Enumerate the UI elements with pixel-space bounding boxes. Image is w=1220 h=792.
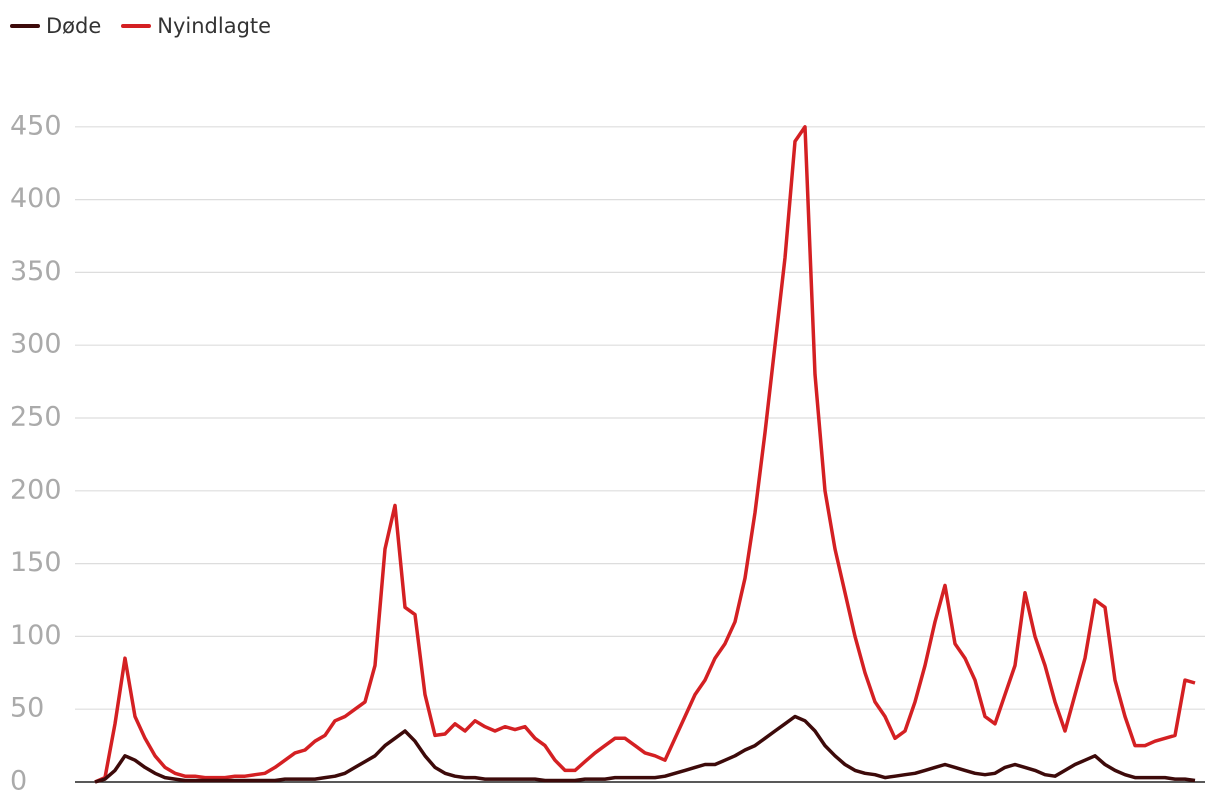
legend-label: Døde [46, 14, 102, 38]
legend-item: Nyindlagte [121, 14, 271, 38]
legend: Døde Nyindlagte [10, 14, 271, 38]
legend-swatch [121, 24, 152, 28]
line-series [94, 714, 1196, 784]
y-tick-label: 100 [10, 620, 62, 651]
y-tick-label: 0 [10, 766, 27, 792]
y-tick-label: 150 [10, 547, 62, 578]
y-tick-label: 300 [10, 329, 62, 360]
y-tick-label: 400 [10, 183, 62, 214]
legend-swatch [10, 24, 40, 28]
y-tick-label: 450 [10, 110, 62, 141]
legend-label: Nyindlagte [157, 14, 272, 38]
y-tick-label: 50 [10, 693, 44, 724]
y-tick-label: 350 [10, 256, 62, 287]
y-tick-label: 200 [10, 474, 62, 505]
legend-item: Døde [10, 14, 101, 38]
y-tick-label: 250 [10, 402, 62, 433]
line-series [94, 125, 1196, 784]
